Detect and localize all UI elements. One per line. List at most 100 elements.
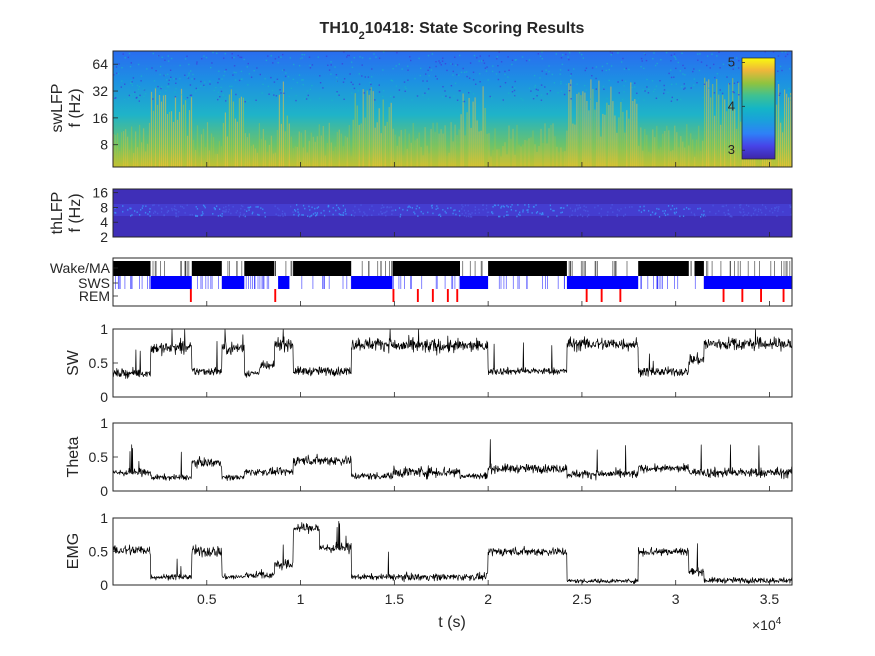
swlfp-power-streak [274, 152, 276, 167]
swlfp-power-streak [470, 127, 472, 167]
swlfp-noise-speck [373, 53, 375, 55]
sws-bout [512, 276, 514, 289]
sws-bout [503, 276, 505, 289]
swlfp-noise-speck [472, 93, 475, 95]
thlfp-power-speck [264, 212, 266, 214]
swlfp-noise-speck [481, 60, 483, 62]
thlfp-power-speck [586, 215, 589, 218]
thlfp-power-speck [436, 205, 438, 207]
swlfp-noise-speck [255, 99, 257, 101]
swlfp-noise-speck [395, 65, 397, 67]
swlfp-noise-speck [605, 69, 607, 72]
thlfp-power-speck [493, 204, 496, 206]
swlfp-noise-speck [343, 51, 345, 53]
swlfp-noise-speck [606, 62, 608, 65]
sws-bout [261, 276, 263, 289]
swlfp-spectrogram-background [113, 51, 792, 167]
swlfp-noise-speck [585, 89, 587, 91]
swlfp-noise-speck [665, 51, 668, 54]
swlfp-noise-speck [361, 57, 364, 59]
swlfp-power-streak [556, 146, 558, 167]
swlfp-noise-speck [764, 51, 766, 53]
swlfp-noise-speck [341, 63, 344, 65]
swlfp-power-streak [618, 117, 620, 167]
swlfp-noise-speck [330, 73, 332, 75]
y-tick-label: 0 [100, 389, 108, 405]
swlfp-power-streak [524, 139, 526, 167]
swlfp-power-streak [129, 149, 131, 167]
thlfp-power-speck [541, 212, 544, 215]
swlfp-power-streak [634, 99, 636, 167]
theta-ylabel: Theta [65, 436, 82, 477]
thlfp-power-speck [571, 214, 573, 216]
swlfp-power-streak [250, 145, 252, 167]
swlfp-noise-speck [682, 73, 684, 75]
swlfp-noise-speck [159, 65, 162, 68]
swlfp-noise-speck [169, 78, 171, 80]
sws-bout [130, 276, 132, 289]
swlfp-power-streak [598, 80, 600, 167]
thlfp-power-speck [223, 206, 225, 209]
swlfp-noise-speck [589, 98, 591, 100]
swlfp-noise-speck [683, 83, 685, 85]
thlfp-power-speck [673, 211, 676, 214]
swlfp-noise-speck [353, 87, 356, 90]
swlfp-noise-speck [190, 94, 193, 96]
swlfp-noise-speck [401, 68, 403, 70]
thlfp-power-speck [332, 207, 334, 209]
swlfp-power-streak [168, 111, 171, 167]
thlfp-power-speck [648, 210, 650, 212]
swlfp-noise-speck [303, 98, 306, 100]
sws-bout [205, 276, 207, 289]
swlfp-noise-speck [671, 96, 673, 99]
swlfp-noise-speck [582, 57, 584, 59]
sws-bout [200, 276, 202, 289]
swlfp-power-streak [776, 104, 778, 167]
swlfp-noise-speck [168, 79, 170, 81]
sws-bout [641, 276, 642, 289]
swlfp-noise-speck [161, 56, 163, 58]
swlfp-noise-speck [174, 96, 177, 98]
thlfp-power-speck [409, 206, 411, 209]
swlfp-power-streak [121, 132, 123, 167]
swlfp-noise-speck [203, 84, 205, 87]
swlfp-power-streak [434, 131, 436, 167]
swlfp-noise-speck [641, 60, 643, 62]
thlfp-power-speck [354, 205, 356, 208]
swlfp-noise-speck [473, 54, 476, 57]
swlfp-power-streak [390, 102, 392, 167]
swlfp-power-streak [622, 111, 624, 167]
wake-bout [392, 261, 460, 276]
swlfp-power-streak [566, 130, 568, 167]
swlfp-noise-speck [382, 69, 384, 71]
swlfp-noise-speck [192, 73, 194, 76]
swlfp-power-streak [160, 101, 163, 167]
swlfp-noise-speck [729, 89, 731, 92]
swlfp-noise-speck [511, 86, 514, 88]
swlfp-noise-speck [155, 87, 157, 89]
swlfp-power-streak [158, 95, 161, 167]
swlfp-power-streak [594, 109, 596, 167]
swlfp-noise-speck [569, 83, 571, 86]
swlfp-power-streak [358, 124, 360, 167]
thlfp-power-speck [383, 206, 385, 208]
thlfp-power-speck [304, 207, 306, 210]
thlfp-power-speck [764, 206, 767, 208]
swlfp-power-streak [338, 129, 340, 167]
wake-bout [469, 261, 471, 276]
swlfp-noise-speck [188, 74, 190, 76]
swlfp-noise-speck [438, 60, 440, 62]
swlfp-power-streak [502, 146, 504, 167]
swlfp-power-streak [316, 136, 318, 167]
sws-bout [210, 276, 212, 289]
thlfp-power-speck [556, 215, 558, 217]
thlfp-power-speck [235, 211, 237, 214]
swlfp-noise-speck [560, 90, 563, 92]
thlfp-power-speck [701, 213, 703, 216]
wake-bout [290, 261, 292, 276]
swlfp-power-streak [538, 145, 540, 167]
swlfp-noise-speck [514, 59, 516, 61]
swlfp-power-streak [728, 83, 730, 167]
sws-bout [328, 276, 330, 289]
y-tick-label: 1 [100, 415, 108, 431]
